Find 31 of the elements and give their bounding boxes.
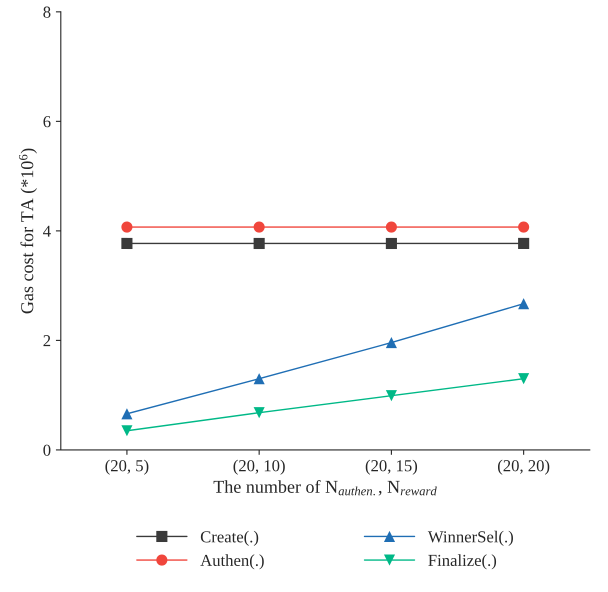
point	[254, 407, 265, 418]
legend-label: WinnerSel(.)	[428, 530, 513, 546]
point	[121, 238, 132, 250]
y-tick-label: 0	[43, 444, 50, 456]
point	[518, 238, 530, 250]
y-tick-label: 2	[43, 335, 50, 346]
y-tick-label: 6	[43, 116, 51, 128]
x-tick-label: (20, 5)	[105, 460, 148, 475]
point	[386, 221, 397, 233]
point	[386, 390, 397, 402]
point	[254, 221, 265, 233]
legend-label: Create(.)	[200, 530, 258, 546]
x-tick-label: (20, 10)	[234, 460, 285, 475]
point	[121, 408, 132, 420]
point	[121, 425, 132, 436]
point	[386, 238, 397, 250]
x-tick-label: (20, 15)	[366, 460, 418, 475]
x-axis-title: The number of N$_{authen.}$, N$_{reward}$	[214, 480, 437, 496]
legend-label: Finalize(.)	[428, 554, 496, 570]
point	[518, 373, 530, 384]
point	[254, 373, 265, 384]
point	[386, 337, 397, 348]
point	[121, 221, 132, 233]
point	[518, 298, 530, 310]
y-tick-label: 4	[43, 226, 51, 237]
x-tick-label: (20, 20)	[498, 460, 550, 475]
y-axis-title: Gas cost for TA (*10$^{6}$)	[18, 148, 37, 314]
legend-label: Authen(.)	[200, 554, 264, 570]
point	[518, 221, 530, 233]
y-tick-label: 8	[43, 6, 50, 18]
point	[254, 238, 265, 250]
